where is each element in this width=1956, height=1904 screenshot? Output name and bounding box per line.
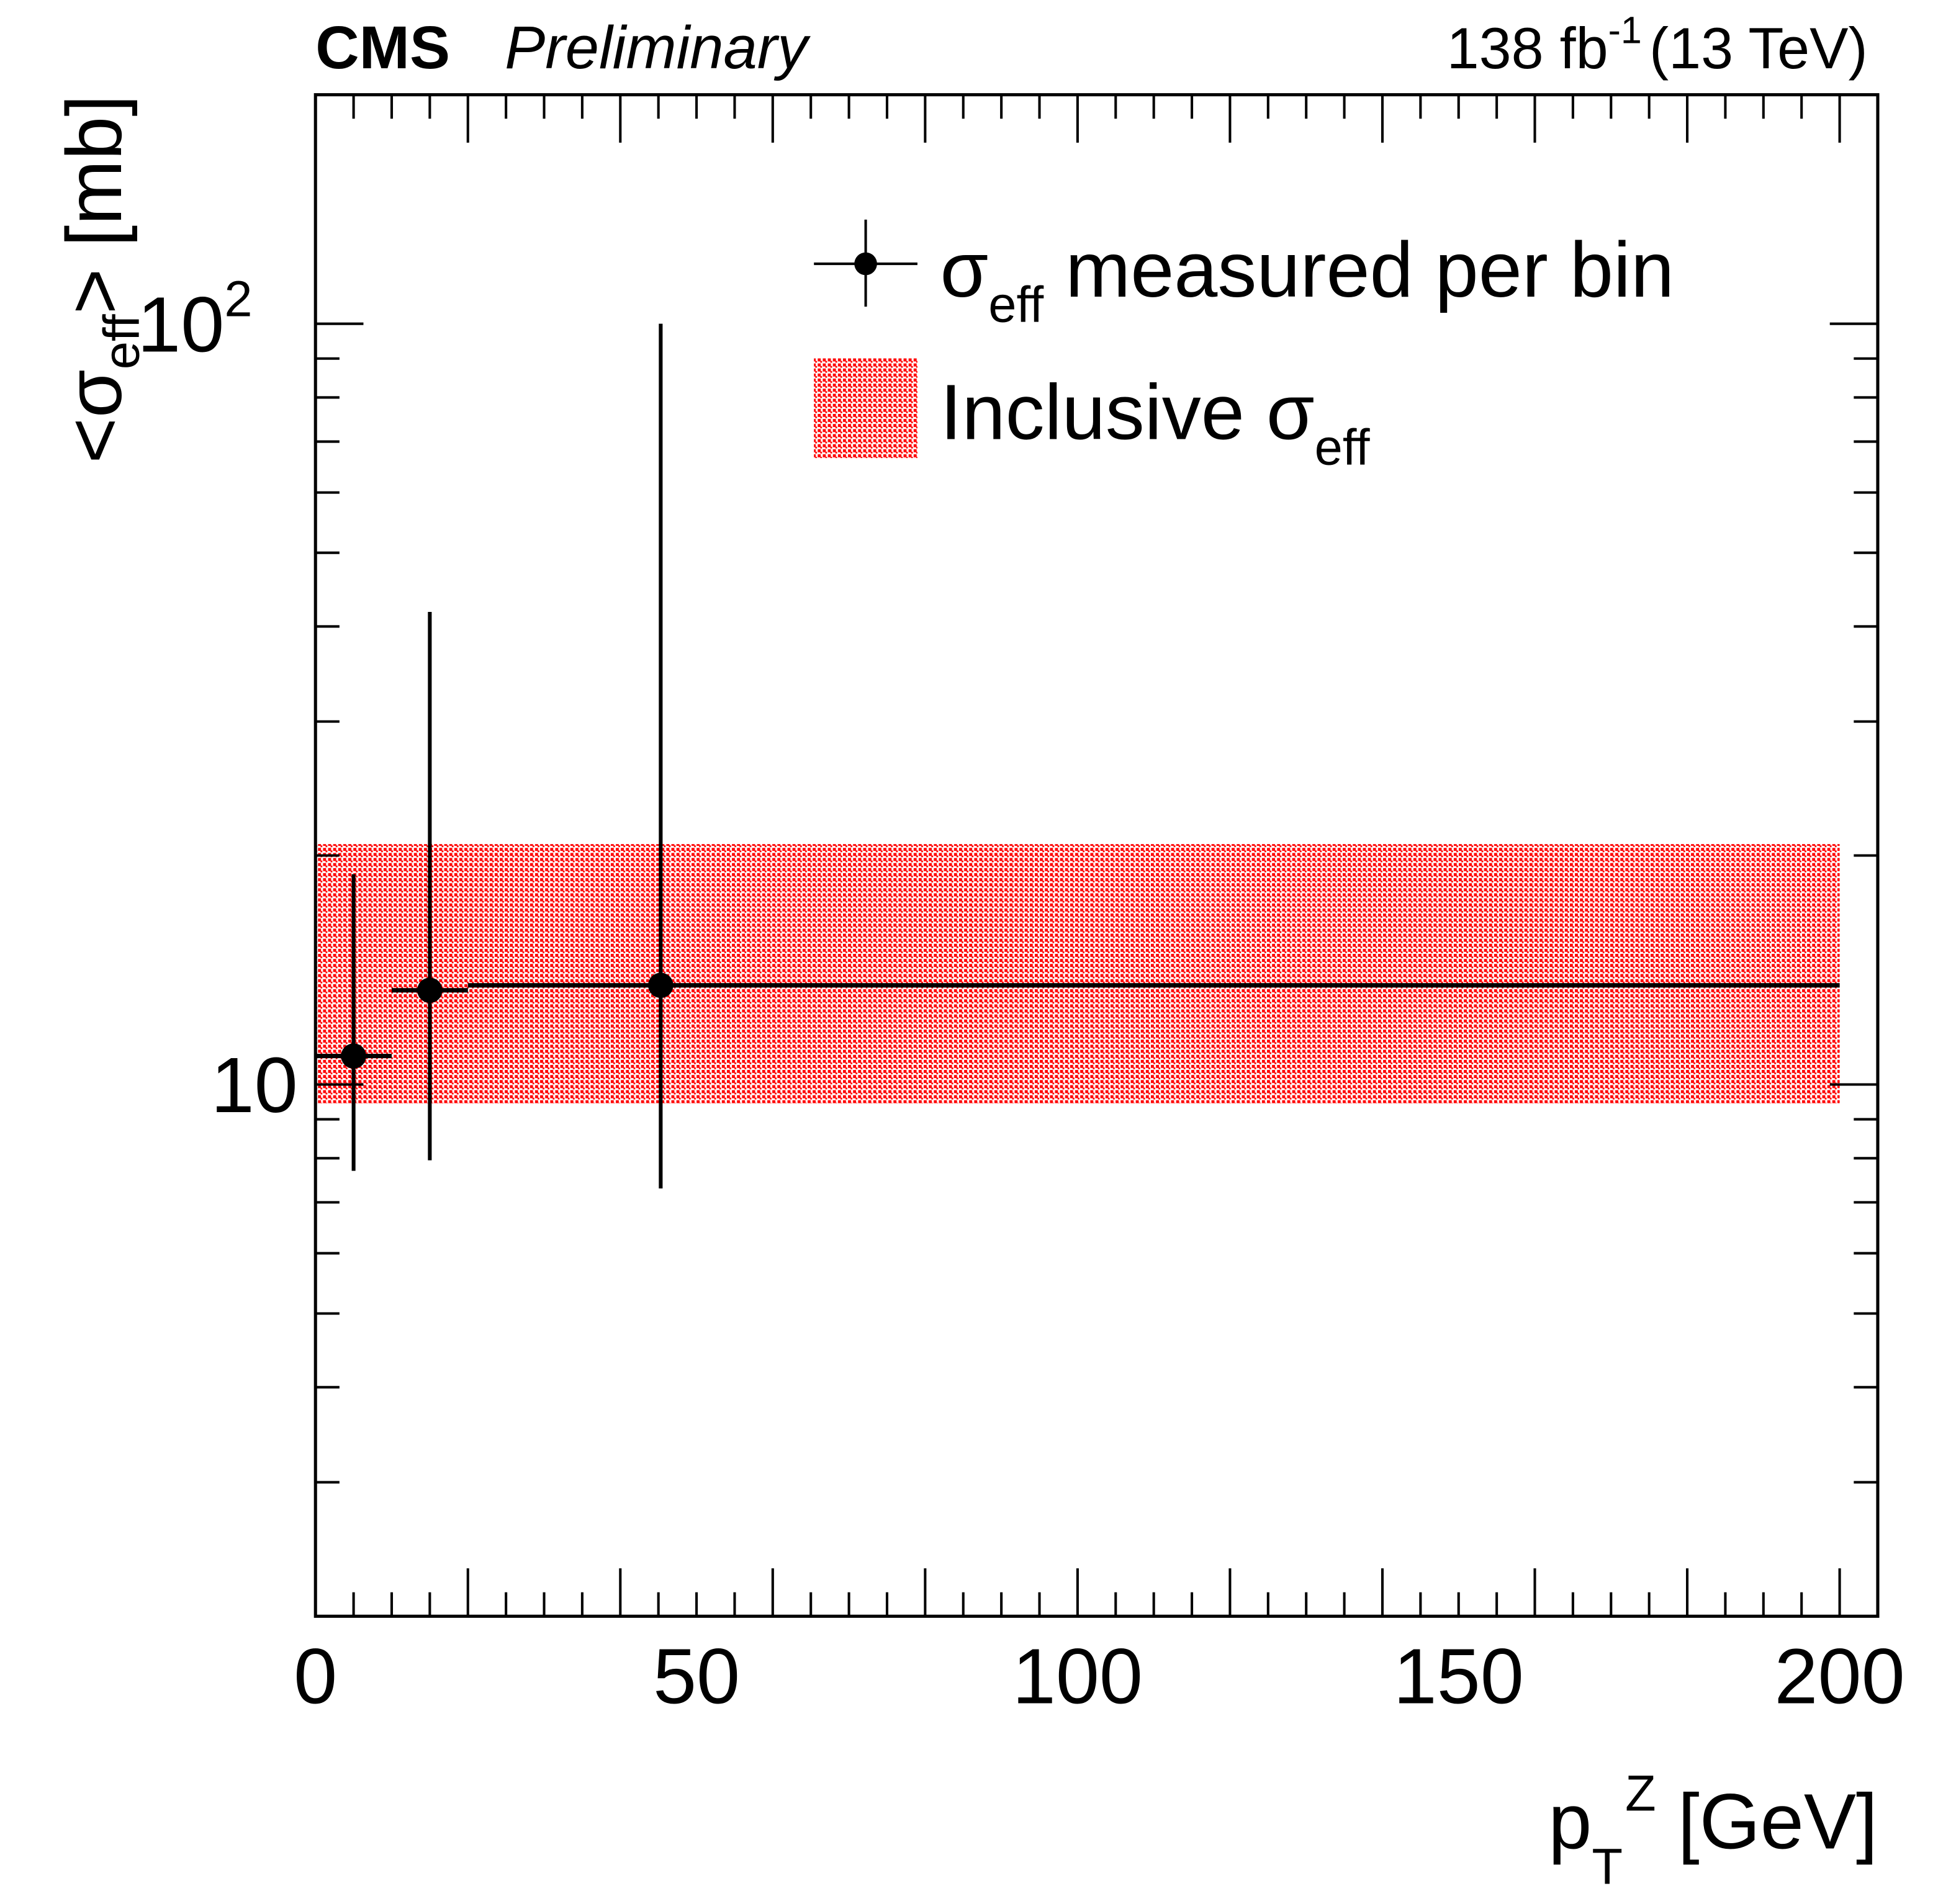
x-tick-label: 50	[653, 1633, 740, 1720]
point-marker	[417, 977, 443, 1004]
lumi-label: 138 fb-1 (13 TeV)	[1447, 9, 1868, 81]
x-tick-label: 150	[1394, 1633, 1524, 1720]
inclusive-band	[315, 844, 1840, 1103]
plot-frame	[313, 93, 1880, 1618]
x-axis-title: pTZ [GeV]	[1548, 1765, 1878, 1895]
preliminary-label: Preliminary	[505, 14, 811, 81]
legend-label-measured: σeff measured per bin	[940, 226, 1675, 333]
legend-marker-points	[814, 219, 917, 307]
legend-marker-band	[814, 358, 917, 459]
cms-label: CMS	[315, 14, 450, 81]
point-marker	[648, 972, 674, 999]
point-marker	[341, 1043, 366, 1069]
data-point	[315, 874, 392, 1171]
x-tick-label: 100	[1012, 1633, 1143, 1720]
y-axis-title: <σeff> [mb]	[50, 95, 150, 464]
data-point	[391, 612, 468, 1161]
y-tick-label: 10	[211, 1041, 298, 1129]
legend-label-inclusive: Inclusive σeff	[940, 369, 1370, 476]
legend: σeff measured per bin Inclusive σeff	[814, 219, 1675, 476]
x-tick-label: 200	[1774, 1633, 1904, 1720]
data-point	[467, 323, 1840, 1189]
x-tick-label: 0	[294, 1633, 337, 1720]
y-tick-label: 102	[137, 271, 252, 368]
